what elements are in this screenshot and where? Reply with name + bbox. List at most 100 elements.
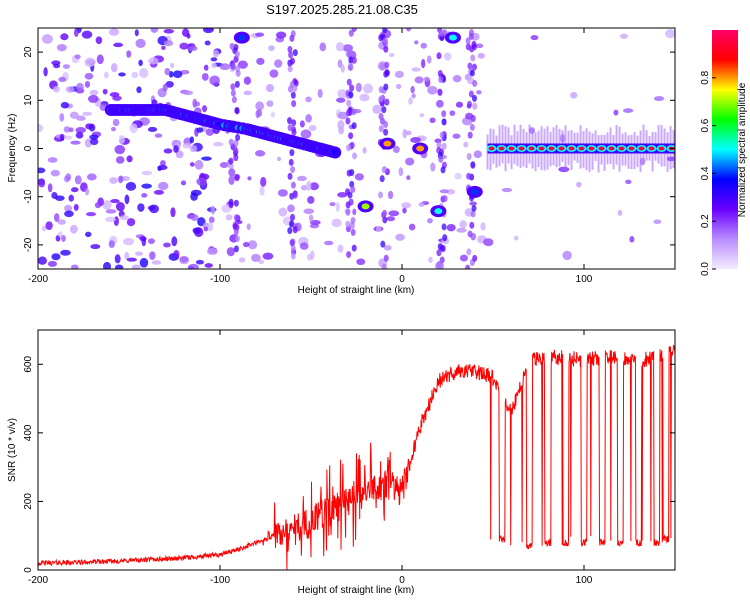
speckle	[118, 175, 124, 184]
speckle	[219, 63, 231, 71]
speckle	[58, 76, 67, 83]
colorbar-tick-label: 0.4	[700, 166, 711, 180]
speckle	[153, 189, 165, 195]
streak-cell	[345, 201, 351, 209]
speckle	[276, 156, 282, 162]
speckle	[308, 214, 314, 223]
speckle	[69, 111, 79, 119]
speckle	[149, 204, 160, 214]
speckle	[398, 167, 404, 177]
streak-cell	[380, 240, 386, 248]
figure-title: S197.2025.285.21.08.C35	[266, 2, 418, 17]
speckle	[112, 118, 120, 127]
speckle	[653, 96, 665, 102]
speckle	[139, 257, 149, 268]
speckle	[408, 223, 416, 231]
speckle	[449, 110, 456, 116]
speckle	[47, 157, 58, 163]
speckle	[196, 177, 207, 186]
speckle	[219, 162, 229, 168]
speckle	[124, 194, 130, 205]
streak-cell	[290, 165, 296, 173]
speckle	[113, 42, 124, 48]
speckle	[173, 249, 180, 259]
speckle	[406, 175, 411, 181]
speckle	[421, 58, 426, 69]
speckle	[65, 86, 75, 93]
x-tick-label: 0	[399, 575, 405, 586]
speckle	[335, 42, 345, 52]
speckle	[386, 216, 396, 222]
speckle	[204, 263, 213, 268]
speckle	[163, 242, 171, 248]
x-tick-label: 100	[576, 274, 593, 285]
snr-y-label: SNR (10 * v/v)	[7, 418, 18, 482]
speckle	[103, 71, 109, 79]
speckle	[309, 220, 321, 225]
colorbar-gradient	[712, 30, 738, 269]
speckle	[158, 181, 169, 191]
streak-cell	[467, 62, 473, 70]
streak-cell	[233, 43, 239, 51]
speckle	[108, 28, 120, 36]
speckle	[131, 71, 139, 79]
speckle	[53, 63, 61, 69]
speckle	[305, 96, 312, 103]
speckle	[454, 172, 462, 180]
speckle	[85, 231, 92, 238]
streak-cell	[383, 83, 389, 91]
speckle	[60, 101, 70, 109]
steady-line-core	[578, 146, 585, 151]
speckle	[405, 130, 412, 136]
speckle	[108, 240, 115, 249]
speckle	[190, 189, 202, 196]
streak-cell	[436, 249, 442, 257]
speckle	[319, 42, 327, 52]
speckle	[362, 83, 373, 94]
speckle	[255, 101, 264, 111]
speckle	[51, 253, 61, 261]
streak-cell	[288, 158, 294, 166]
streak-cell	[439, 131, 445, 139]
speckle	[354, 173, 364, 181]
speckle	[86, 173, 97, 181]
y-tick-label: 0	[23, 145, 34, 151]
speckle	[256, 57, 265, 65]
speckle	[141, 170, 153, 176]
speckle	[180, 180, 187, 186]
speckle	[85, 211, 97, 217]
speckle	[242, 241, 250, 248]
speckle	[226, 247, 235, 257]
speckle	[173, 145, 179, 153]
streak-cell	[347, 191, 353, 199]
streak-cell	[291, 100, 297, 108]
speckle	[179, 42, 189, 50]
speckle	[270, 111, 275, 118]
streak-cell	[470, 210, 476, 218]
streak-cell	[378, 95, 384, 103]
streak-cell	[351, 244, 357, 252]
steady-line-core	[638, 146, 645, 151]
speckle	[186, 33, 191, 39]
speckle	[269, 69, 279, 78]
speckle	[126, 218, 136, 227]
steady-line-core	[488, 146, 495, 151]
streak-cell	[471, 40, 477, 48]
speckle	[372, 104, 382, 114]
speckle	[138, 59, 143, 67]
speckle	[105, 209, 117, 214]
streak-cell	[379, 175, 385, 183]
streak-cell	[287, 65, 293, 73]
speckle	[57, 219, 67, 225]
streak-cell	[287, 45, 293, 53]
speckle	[179, 255, 189, 263]
speckle	[105, 216, 116, 223]
speckle	[76, 82, 84, 92]
speckle	[169, 62, 175, 69]
streak-cell	[472, 79, 478, 87]
speckle	[300, 185, 308, 191]
steady-line-core	[498, 146, 505, 151]
snr-y-ticks: 0 200 400 600	[23, 356, 675, 573]
speckle	[206, 247, 218, 256]
speckle	[308, 124, 317, 131]
